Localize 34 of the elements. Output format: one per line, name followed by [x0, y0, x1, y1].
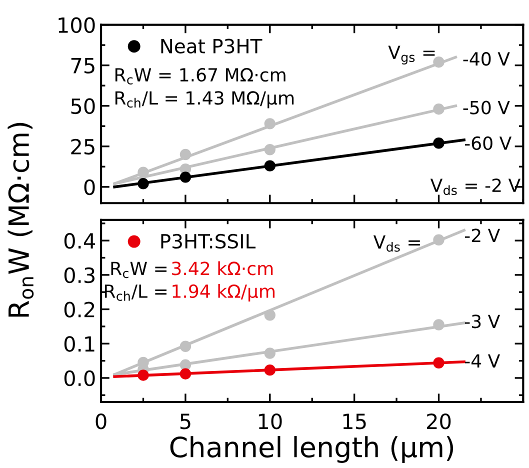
y-tick-label: 0.3	[64, 267, 95, 284]
y-tick-label: 100	[58, 17, 95, 34]
y-axis-title: R$_{on}$W (MΩ·cm)	[8, 122, 34, 317]
annotation: -2 V	[464, 228, 500, 242]
y-tick-label: 0.0	[64, 370, 95, 386]
annotation: R$_{c}$W = 1.67 MΩ·cm	[115, 68, 286, 84]
legend-label: P3HT:SSIL	[161, 234, 256, 249]
annotation: R$_{ch}$/L =	[104, 284, 166, 301]
annotation: V$_{ds}$ = -2 V	[430, 178, 520, 196]
x-tick-label: 15	[343, 414, 366, 430]
y-tick-label: 0.1	[64, 336, 94, 352]
x-tick-label: 5	[180, 414, 190, 430]
y-tick-label: 25	[71, 138, 94, 155]
y-tick-label: 75	[71, 58, 94, 74]
y-tick-label: 0.2	[64, 302, 94, 318]
annotation: -60 V	[464, 136, 512, 150]
y-tick-label: 0.4	[64, 233, 96, 249]
x-axis-title: Channel length (μm)	[170, 436, 454, 463]
annotation: V$_{ds}$ =	[373, 235, 420, 252]
x-tick-label: 10	[258, 413, 282, 430]
annotation: -50 V	[463, 100, 510, 114]
annotation: V$_{gs}$ =	[388, 46, 435, 64]
annotation: 3.42 kΩ·cm	[172, 261, 273, 276]
legend-label: Neat P3HT	[161, 38, 262, 54]
annotation: 1.94 kΩ/μm	[172, 284, 275, 302]
annotation: R$_{c}$W =	[111, 262, 167, 278]
x-tick-label: 0	[96, 413, 106, 430]
y-tick-label: 0	[84, 179, 95, 196]
annotation: -4 V	[464, 354, 500, 368]
annotation: -3 V	[464, 314, 500, 328]
x-tick-label: 20	[427, 413, 451, 430]
annotation: R$_{ch}$/L = 1.43 MΩ/μm	[115, 91, 294, 108]
y-tick-label: 50	[71, 98, 95, 114]
annotation: -40 V	[463, 52, 510, 66]
